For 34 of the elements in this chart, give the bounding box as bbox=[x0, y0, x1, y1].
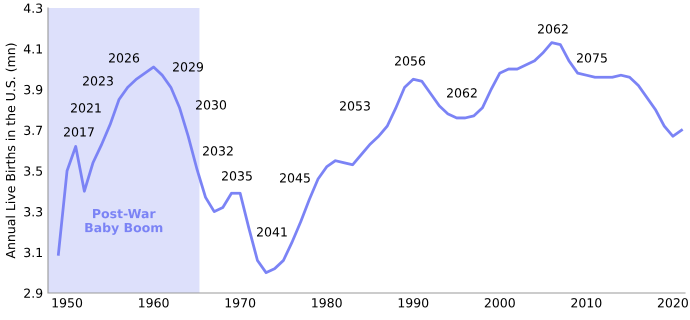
line-series bbox=[56, 41, 683, 274]
y-tick-label: 3.9 bbox=[24, 84, 42, 94]
annotation: 2030 bbox=[196, 100, 226, 110]
annotation: 2023 bbox=[83, 76, 113, 86]
annotation: 2045 bbox=[280, 173, 310, 183]
x-tick-label: 1980 bbox=[312, 298, 342, 308]
x-tick-label: 1970 bbox=[226, 298, 256, 308]
y-tick-label: 2.9 bbox=[24, 288, 42, 298]
annotation: 2017 bbox=[64, 127, 94, 137]
annotation: 2062 bbox=[447, 88, 477, 98]
annotation: 2026 bbox=[109, 53, 140, 63]
y-axis-title: Annual Live Births in the U.S. (mn) bbox=[6, 44, 17, 258]
y-tick-label: 3.7 bbox=[24, 126, 42, 136]
x-tick-label: 2000 bbox=[484, 298, 515, 308]
x-tick-label: 1950 bbox=[52, 298, 82, 308]
annotation: 2021 bbox=[71, 103, 101, 113]
annotation: 2029 bbox=[173, 62, 204, 72]
y-tick-label: 4.1 bbox=[24, 44, 42, 54]
y-tick-label: 3.5 bbox=[24, 166, 42, 176]
y-tick-label: 3.3 bbox=[24, 207, 42, 216]
annotation: 2035 bbox=[222, 171, 252, 181]
annotation: 2062 bbox=[538, 24, 568, 34]
band-label: Post-War Baby Boom bbox=[85, 209, 162, 235]
x-tick-label: 2010 bbox=[571, 298, 602, 308]
annotation: 2041 bbox=[257, 227, 287, 237]
y-tick-label: 4.3 bbox=[24, 3, 42, 13]
y-tick-label: 3.1 bbox=[24, 248, 42, 258]
x-tick-label: 1960 bbox=[139, 298, 169, 308]
annotation: 2056 bbox=[395, 56, 426, 66]
annotation: 2053 bbox=[340, 101, 370, 111]
annotation: 2075 bbox=[577, 53, 607, 63]
x-tick-label: 1990 bbox=[398, 298, 428, 308]
x-tick-label: 2020 bbox=[658, 298, 688, 308]
annotation: 2032 bbox=[203, 146, 233, 156]
